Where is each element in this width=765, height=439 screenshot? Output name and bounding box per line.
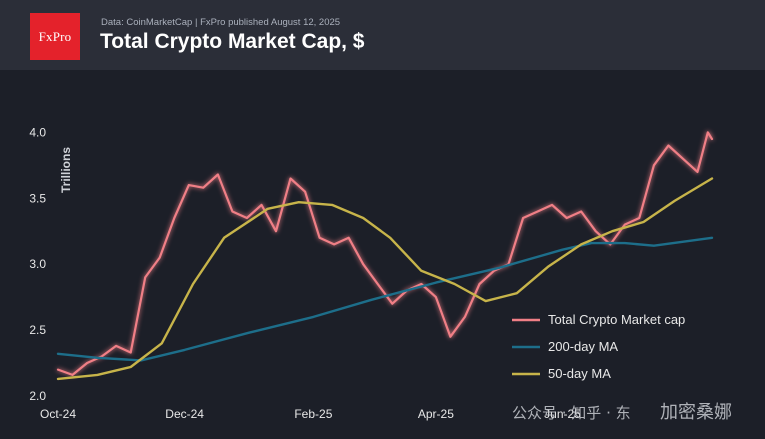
chart-title: Total Crypto Market Cap, $ <box>100 30 365 53</box>
y-tick-label: 3.0 <box>29 257 46 271</box>
legend-label: Total Crypto Market cap <box>548 312 685 327</box>
header-bar: FxPro Data: CoinMarketCap | FxPro publis… <box>0 0 765 70</box>
y-axis-label: Trillions <box>59 147 73 193</box>
line-chart: 2.0 2.5 3.0 3.5 4.0 Oct-24 Dec-24 Feb-25 Apr-25… <box>29 125 732 423</box>
y-axis-ticks: 2.0 2.5 3.0 3.5 4.0 <box>29 125 46 403</box>
watermark-right: 加密桑娜 <box>660 402 732 423</box>
x-tick-label: Dec-24 <box>165 407 204 421</box>
y-tick-label: 2.5 <box>29 323 46 337</box>
chart-area: 2.0 2.5 3.0 3.5 4.0 Oct-24 Dec-24 Feb-25 Apr-25… <box>0 70 765 439</box>
y-tick-label: 2.0 <box>29 389 46 403</box>
legend: Total Crypto Market cap 200-day MA 50-day … <box>512 312 685 381</box>
x-axis-ticks: Oct-24 Dec-24 Feb-25 Apr-25 Jun-25 <box>40 407 581 421</box>
watermark: 公众号 · 知乎 · 东 加密桑娜 <box>512 402 732 423</box>
legend-label: 50-day MA <box>548 366 611 381</box>
x-tick-label: Jun-25 <box>544 407 581 421</box>
y-tick-label: 3.5 <box>29 191 46 205</box>
x-tick-label: Feb-25 <box>294 407 332 421</box>
watermark-left: 公众号 · 知乎 · 东 <box>512 404 631 422</box>
fxpro-logo: FxPro <box>30 13 80 60</box>
legend-label: 200-day MA <box>548 339 618 354</box>
x-tick-label: Apr-25 <box>418 407 454 421</box>
source-line: Data: CoinMarketCap | FxPro published Au… <box>101 17 341 28</box>
series-layer <box>56 131 714 381</box>
y-tick-label: 4.0 <box>29 125 46 139</box>
x-tick-label: Oct-24 <box>40 407 76 421</box>
series-line-market-cap <box>56 131 714 376</box>
series-line-50-day-ma <box>56 177 714 381</box>
series-line-200-day-ma <box>56 236 714 362</box>
